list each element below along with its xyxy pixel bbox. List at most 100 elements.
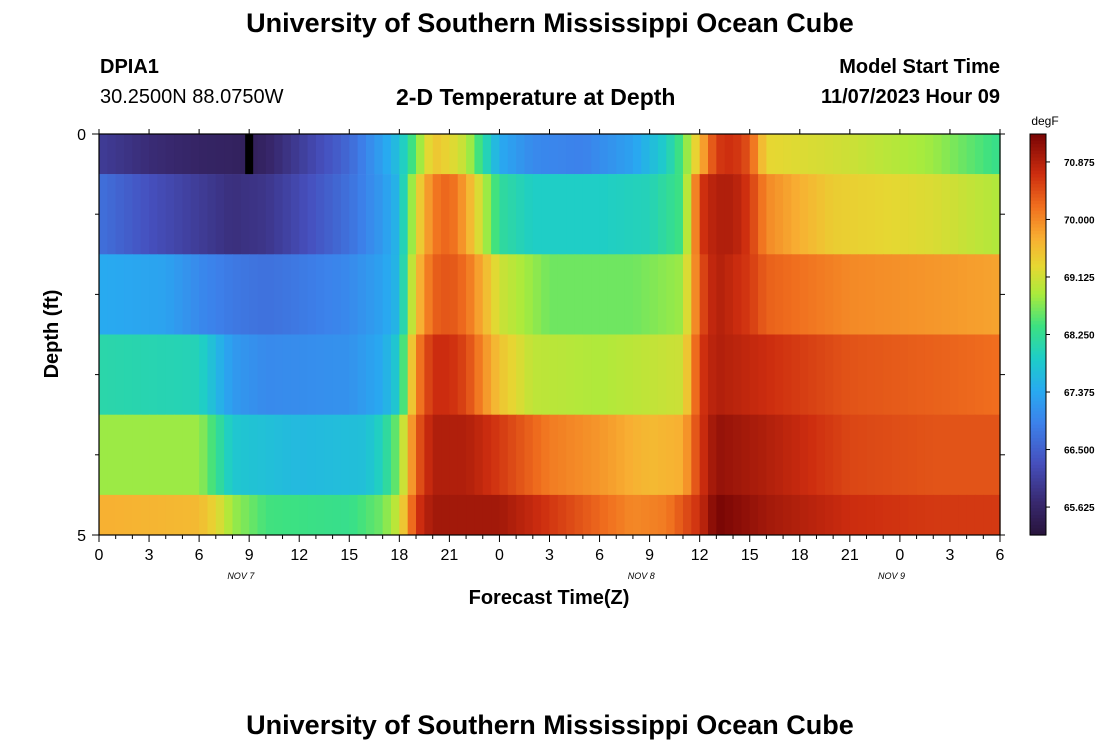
heatmap-cell <box>199 254 209 335</box>
heatmap-cell <box>841 334 851 415</box>
colorbar-segment <box>1030 314 1046 319</box>
heatmap-cell <box>924 334 934 415</box>
heatmap-cell <box>674 254 684 335</box>
heatmap-cell <box>974 134 984 175</box>
heatmap-cell <box>883 254 893 335</box>
heatmap-cell <box>749 174 759 255</box>
heatmap-cell <box>199 174 209 255</box>
heatmap-cell <box>874 254 884 335</box>
heatmap-cell <box>140 334 150 415</box>
heatmap-cell <box>699 334 709 415</box>
heatmap-cell <box>232 174 242 255</box>
colorbar-segment <box>1030 297 1046 302</box>
heatmap-cell <box>265 334 275 415</box>
heatmap-cell <box>240 414 250 496</box>
heatmap-cell <box>524 134 534 175</box>
heatmap-cell <box>766 414 776 496</box>
heatmap-cell <box>891 254 901 335</box>
heatmap-cell <box>582 334 592 415</box>
heatmap-cell <box>641 414 651 496</box>
heatmap-cell <box>290 174 300 255</box>
heatmap-cell <box>449 134 459 175</box>
heatmap-cell <box>340 254 350 335</box>
colorbar-segment <box>1030 291 1046 295</box>
heatmap-cell <box>432 134 442 175</box>
heatmap-cell <box>399 254 409 335</box>
heatmap-cell <box>174 254 184 335</box>
heatmap-cell <box>833 134 843 175</box>
heatmap-cell <box>858 254 868 335</box>
heatmap-cell <box>299 494 309 536</box>
heatmap-cell <box>966 134 976 175</box>
heatmap-cell <box>666 494 676 536</box>
heatmap-cell <box>115 414 125 496</box>
heatmap-cell <box>566 254 576 335</box>
heatmap-cell <box>441 134 450 175</box>
heatmap-cell <box>549 334 559 415</box>
colorbar-segment <box>1030 414 1046 419</box>
heatmap-cell <box>716 254 726 335</box>
heatmap-cell <box>416 334 425 415</box>
heatmap-cell <box>282 134 292 175</box>
heatmap-cell <box>716 494 726 536</box>
heatmap-cell <box>457 334 467 415</box>
date-label: NOV 7 <box>227 571 255 581</box>
y-axis-label: Depth (ft) <box>41 290 63 379</box>
colorbar-segment <box>1030 498 1046 503</box>
heatmap-cell <box>340 134 350 175</box>
heatmap-cell <box>390 254 400 335</box>
heatmap-cell <box>232 414 242 496</box>
colorbar-segment <box>1030 481 1046 486</box>
heatmap-cell <box>207 174 217 255</box>
heatmap-cell <box>215 254 225 335</box>
heatmap-cell <box>349 134 359 175</box>
heatmap-cell <box>249 174 259 255</box>
heatmap-cell <box>674 334 684 415</box>
colorbar-segment <box>1030 271 1046 275</box>
heatmap-cell <box>432 334 442 415</box>
heatmap-cell <box>224 334 234 415</box>
heatmap-cell <box>924 494 934 536</box>
heatmap-cell <box>516 174 526 255</box>
colorbar-segment <box>1030 321 1046 326</box>
x-tick-label: 21 <box>841 547 859 564</box>
colorbar-segment <box>1030 227 1046 232</box>
heatmap-cell <box>708 334 717 415</box>
colorbar-segment <box>1030 210 1046 215</box>
heatmap-cell <box>157 254 167 335</box>
heatmap-cell <box>332 254 342 335</box>
heatmap-cell <box>674 134 684 175</box>
heatmap-cell <box>958 334 968 415</box>
heatmap-cell <box>132 174 142 255</box>
colorbar-segment <box>1030 381 1046 386</box>
colorbar-segment <box>1030 524 1046 529</box>
heatmap-cell <box>783 414 793 496</box>
colorbar-segment <box>1030 167 1046 172</box>
heatmap-cell <box>115 254 125 335</box>
colorbar-segment <box>1030 411 1046 416</box>
heatmap-cell <box>324 334 334 415</box>
heatmap-cell <box>232 334 242 415</box>
heatmap-cell <box>991 134 1001 175</box>
heatmap-cell <box>666 254 676 335</box>
heatmap-cell <box>365 174 375 255</box>
heatmap-cell <box>466 414 476 496</box>
heatmap-cell <box>182 414 192 496</box>
colorbar-segment <box>1030 488 1046 493</box>
heatmap-cell <box>499 494 509 536</box>
heatmap-cell <box>474 254 484 335</box>
heatmap-cell <box>157 174 167 255</box>
heatmap-cell <box>307 254 317 335</box>
heatmap-cell <box>582 414 592 496</box>
heatmap-cell <box>282 414 292 496</box>
heatmap-cell <box>691 414 701 496</box>
heatmap-cell <box>908 174 918 255</box>
heatmap-cell <box>140 254 150 335</box>
colorbar-segment <box>1030 250 1046 255</box>
heatmap-cell <box>374 334 384 415</box>
x-tick-label: 0 <box>895 547 904 564</box>
heatmap-cell <box>599 254 609 335</box>
heatmap-cell <box>549 134 559 175</box>
heatmap-cell <box>933 494 943 536</box>
heatmap-cell <box>808 134 818 175</box>
